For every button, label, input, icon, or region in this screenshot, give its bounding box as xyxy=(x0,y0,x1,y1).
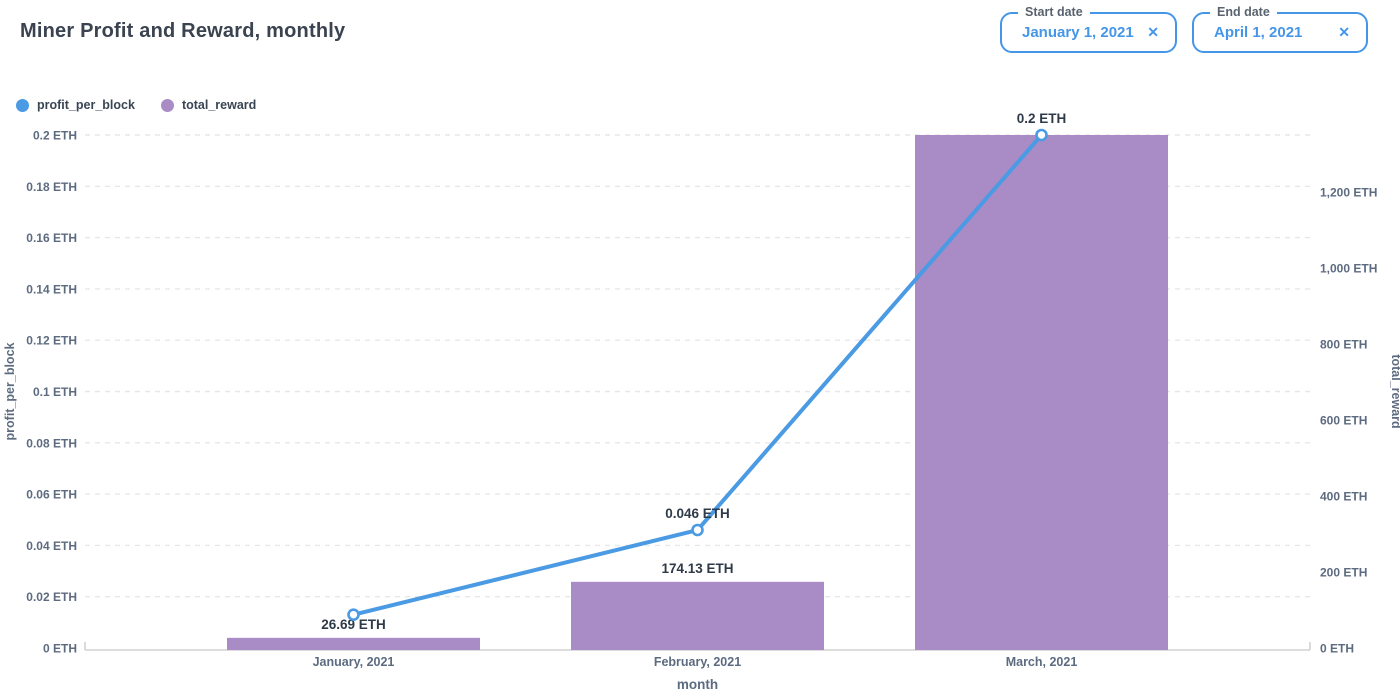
bar-total_reward[interactable] xyxy=(227,637,480,650)
legend-label: profit_per_block xyxy=(37,98,135,112)
left-axis-tick-label: 0.04 ETH xyxy=(26,539,77,553)
left-axis-tick-label: 0.1 ETH xyxy=(33,385,77,399)
left-axis-tick-label: 0.16 ETH xyxy=(26,231,77,245)
point-marker-profit_per_block[interactable] xyxy=(347,608,360,621)
legend: profit_per_block total_reward xyxy=(16,98,256,112)
left-axis-tick-label: 0.2 ETH xyxy=(33,129,77,143)
point-value-label: 0.2 ETH xyxy=(1017,111,1067,126)
x-axis-tick-label: February, 2021 xyxy=(654,655,741,669)
right-axis-title: total_reward xyxy=(1389,354,1400,428)
legend-dot-total-reward-icon xyxy=(160,98,174,112)
end-date-label: End date xyxy=(1210,5,1277,19)
bar-total_reward[interactable] xyxy=(915,135,1168,650)
right-axis-tick-label: 600 ETH xyxy=(1320,414,1367,428)
right-axis-tick-label: 1,000 ETH xyxy=(1320,262,1377,276)
start-date-value[interactable]: January 1, 2021 xyxy=(1022,24,1134,41)
legend-item-total-reward[interactable]: total_reward xyxy=(160,98,257,112)
left-axis-tick-label: 0.12 ETH xyxy=(26,334,77,348)
left-axis-tick-label: 0.02 ETH xyxy=(26,590,77,604)
start-date-label: Start date xyxy=(1018,5,1090,19)
end-date-filter[interactable]: End date April 1, 2021 ✕ xyxy=(1192,5,1368,53)
legend-dot-profit-per-block-icon xyxy=(16,98,29,112)
x-axis-tick-label: January, 2021 xyxy=(313,655,395,669)
clear-end-date-icon[interactable]: ✕ xyxy=(1338,24,1350,40)
right-axis-tick-label: 800 ETH xyxy=(1320,338,1367,352)
legend-item-profit-per-block[interactable]: profit_per_block xyxy=(16,98,135,112)
legend-label: total_reward xyxy=(181,98,257,112)
x-axis-title: month xyxy=(677,677,718,692)
left-axis-tick-label: 0.18 ETH xyxy=(26,180,77,194)
left-axis-tick-label: 0.08 ETH xyxy=(26,436,77,450)
right-axis-tick-label: 1,200 ETH xyxy=(1320,186,1377,200)
left-axis-title: profit_per_block xyxy=(3,342,17,440)
bar-value-label: 174.13 ETH xyxy=(661,561,733,576)
end-date-value[interactable]: April 1, 2021 xyxy=(1214,24,1303,41)
right-axis-tick-label: 200 ETH xyxy=(1320,566,1367,580)
point-value-label: 0.046 ETH xyxy=(665,506,730,521)
left-axis-tick-label: 0.06 ETH xyxy=(26,488,77,502)
point-marker-profit_per_block[interactable] xyxy=(1035,128,1048,142)
left-axis-tick-label: 0 ETH xyxy=(43,642,77,656)
bar-value-label: 26.69 ETH xyxy=(321,617,386,632)
start-date-filter[interactable]: Start date January 1, 2021 ✕ xyxy=(1000,5,1177,53)
point-marker-profit_per_block[interactable] xyxy=(691,523,704,537)
left-axis-tick-label: 0.14 ETH xyxy=(26,282,77,296)
page-title: Miner Profit and Reward, monthly xyxy=(20,20,346,42)
x-axis-tick-label: March, 2021 xyxy=(1006,655,1078,669)
bar-total_reward[interactable] xyxy=(571,581,824,650)
right-axis-tick-label: 400 ETH xyxy=(1320,490,1367,504)
right-axis-tick-label: 0 ETH xyxy=(1320,642,1354,656)
clear-start-date-icon[interactable]: ✕ xyxy=(1147,24,1159,40)
